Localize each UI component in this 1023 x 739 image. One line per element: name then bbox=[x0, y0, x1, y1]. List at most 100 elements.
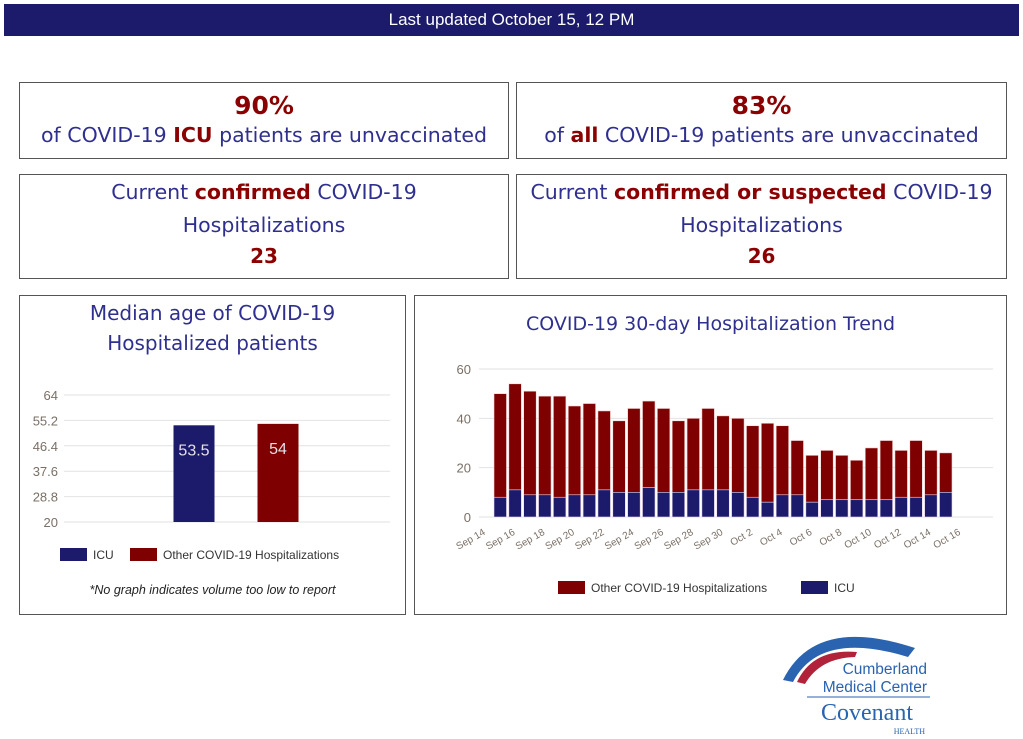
caption-pre: of bbox=[544, 123, 571, 147]
bar-other-sep-19 bbox=[553, 395, 567, 498]
logo-red-arc bbox=[797, 651, 857, 684]
bar-icu-oct-3 bbox=[760, 501, 775, 518]
bar-other-oct-7 bbox=[820, 450, 834, 501]
x-tick-label: Sep 16 bbox=[484, 527, 517, 553]
bar-icu bbox=[173, 425, 215, 522]
legend-label-icu: ICU bbox=[93, 548, 114, 562]
bar-icu-sep-29 bbox=[701, 489, 715, 518]
median-age-title-line2: Hospitalized patients bbox=[107, 331, 318, 355]
icu-unvaccinated-card: 90% of COVID-19 ICU patients are unvacci… bbox=[19, 82, 509, 159]
legend-label-other: Other COVID-19 Hospitalizations bbox=[591, 581, 767, 595]
bar-icu-sep-26 bbox=[657, 492, 671, 518]
bar-other-oct-15 bbox=[939, 452, 953, 493]
bar-other-sep-26 bbox=[657, 408, 671, 493]
last-updated-banner: Last updated October 15, 12 PM bbox=[4, 4, 1019, 36]
bar-icu-sep-21 bbox=[582, 494, 596, 518]
bar-icu-sep-19 bbox=[553, 496, 567, 518]
bar-other-sep-23 bbox=[612, 420, 626, 493]
bar-other-oct-13 bbox=[909, 440, 923, 498]
last-updated-text: Last updated October 15, 12 PM bbox=[388, 10, 635, 29]
y-tick-label: 64 bbox=[44, 388, 58, 403]
all-unvaccinated-card: 83% of all COVID-19 patients are unvacci… bbox=[516, 82, 1007, 159]
caption-emphasis: all bbox=[570, 123, 599, 147]
bar-other-sep-25 bbox=[642, 400, 656, 488]
caption-post: COVID-19 bbox=[310, 180, 417, 204]
bar-other-sep-24 bbox=[627, 408, 641, 493]
bar-icu-sep-22 bbox=[597, 489, 611, 518]
x-tick-label: Sep 28 bbox=[662, 527, 695, 553]
bar-other-oct-14 bbox=[924, 450, 938, 496]
x-tick-label: Oct 6 bbox=[788, 527, 815, 549]
caption-post: COVID-19 patients are unvaccinated bbox=[598, 123, 979, 147]
bar-other-oct-12 bbox=[894, 450, 908, 498]
y-tick-label: 20 bbox=[44, 515, 58, 530]
x-tick-label: Sep 22 bbox=[573, 527, 606, 553]
bar-other-sep-28 bbox=[686, 418, 700, 491]
data-label: 54 bbox=[269, 441, 287, 458]
median-age-title: Median age of COVID-19 Hospitalized pati… bbox=[20, 298, 405, 358]
bar-other-sep-17 bbox=[523, 390, 537, 496]
icu-unvaccinated-percent: 90% bbox=[234, 91, 294, 120]
caption-post: patients are unvaccinated bbox=[212, 123, 488, 147]
logo-line2: Medical Center bbox=[823, 679, 927, 696]
bar-other-sep-30 bbox=[716, 415, 730, 491]
legend-label-other: Other COVID-19 Hospitalizations bbox=[163, 548, 339, 562]
x-tick-label: Oct 2 bbox=[729, 527, 756, 549]
logo-line1: Cumberland bbox=[843, 661, 927, 678]
bar-icu-oct-5 bbox=[790, 494, 804, 518]
legend-swatch-other bbox=[558, 581, 585, 594]
bar-other-sep-21 bbox=[582, 403, 596, 496]
x-tick-label: Sep 18 bbox=[514, 527, 547, 553]
bar-other-oct-11 bbox=[879, 440, 893, 501]
bar-icu-sep-16 bbox=[508, 489, 522, 518]
caption-emphasis: confirmed bbox=[194, 180, 311, 204]
bar-icu-oct-14 bbox=[924, 494, 938, 518]
bar-other-sep-15 bbox=[493, 393, 507, 498]
x-tick-label: Sep 26 bbox=[633, 527, 666, 553]
bar-icu-oct-15 bbox=[939, 492, 953, 518]
x-tick-label: Sep 30 bbox=[692, 527, 725, 553]
bar-icu-sep-24 bbox=[627, 492, 641, 518]
bar-icu-oct-10 bbox=[864, 499, 879, 518]
y-tick-label: 46.4 bbox=[33, 439, 58, 454]
bar-icu-oct-4 bbox=[775, 494, 789, 518]
bar-other bbox=[257, 423, 299, 522]
bar-icu-sep-30 bbox=[716, 489, 730, 518]
bar-other-oct-5 bbox=[790, 440, 804, 496]
median-age-chart: 20 28.8 37.6 46.4 55.2 64 53.5 54 ICU Other COVID… bbox=[33, 388, 390, 562]
median-age-panel: Median age of COVID-19 Hospitalized pati… bbox=[19, 295, 406, 615]
legend-swatch-icu bbox=[801, 581, 828, 594]
confirmed-hospitalizations-card: Current confirmed COVID-19 Hospitalizati… bbox=[19, 174, 509, 279]
bar-icu-sep-28 bbox=[686, 489, 700, 518]
bar-other-sep-20 bbox=[567, 405, 582, 496]
bar-icu-oct-9 bbox=[850, 499, 864, 518]
bar-icu-oct-7 bbox=[820, 499, 834, 518]
bar-other-oct-9 bbox=[850, 459, 864, 501]
bar-icu-sep-15 bbox=[493, 496, 507, 518]
bar-other-oct-3 bbox=[760, 422, 775, 503]
bar-icu-sep-20 bbox=[567, 494, 582, 518]
bar-icu-oct-8 bbox=[835, 499, 849, 518]
bar-icu-oct-2 bbox=[746, 496, 760, 518]
bar-other-sep-27 bbox=[671, 420, 686, 493]
suspected-caption-line2: Hospitalizations bbox=[680, 213, 843, 237]
bar-icu-oct-1 bbox=[731, 492, 745, 518]
caption-pre: of COVID-19 bbox=[40, 123, 174, 147]
bar-other-sep-16 bbox=[508, 383, 522, 491]
bar-other-oct-1 bbox=[731, 418, 745, 493]
confirmed-count: 23 bbox=[250, 244, 278, 268]
x-tick-label: Oct 14 bbox=[902, 527, 933, 551]
bar-icu-oct-11 bbox=[879, 499, 893, 518]
bar-icu-sep-18 bbox=[538, 494, 552, 518]
x-tick-label: Oct 4 bbox=[758, 527, 785, 549]
caption-pre: Current bbox=[111, 180, 195, 204]
x-tick-label: Oct 16 bbox=[932, 527, 963, 551]
bar-icu-sep-25 bbox=[642, 487, 656, 518]
cumberland-covenant-logo: Cumberland Medical Center Covenant HEALT… bbox=[783, 636, 930, 736]
logo-sub: HEALTH bbox=[894, 727, 925, 736]
y-tick-label: 55.2 bbox=[33, 413, 58, 428]
y-tick-label: 40 bbox=[457, 411, 471, 426]
all-unvaccinated-percent: 83% bbox=[731, 91, 792, 120]
caption-post: COVID-19 bbox=[886, 180, 993, 204]
bar-icu-sep-27 bbox=[671, 492, 686, 518]
